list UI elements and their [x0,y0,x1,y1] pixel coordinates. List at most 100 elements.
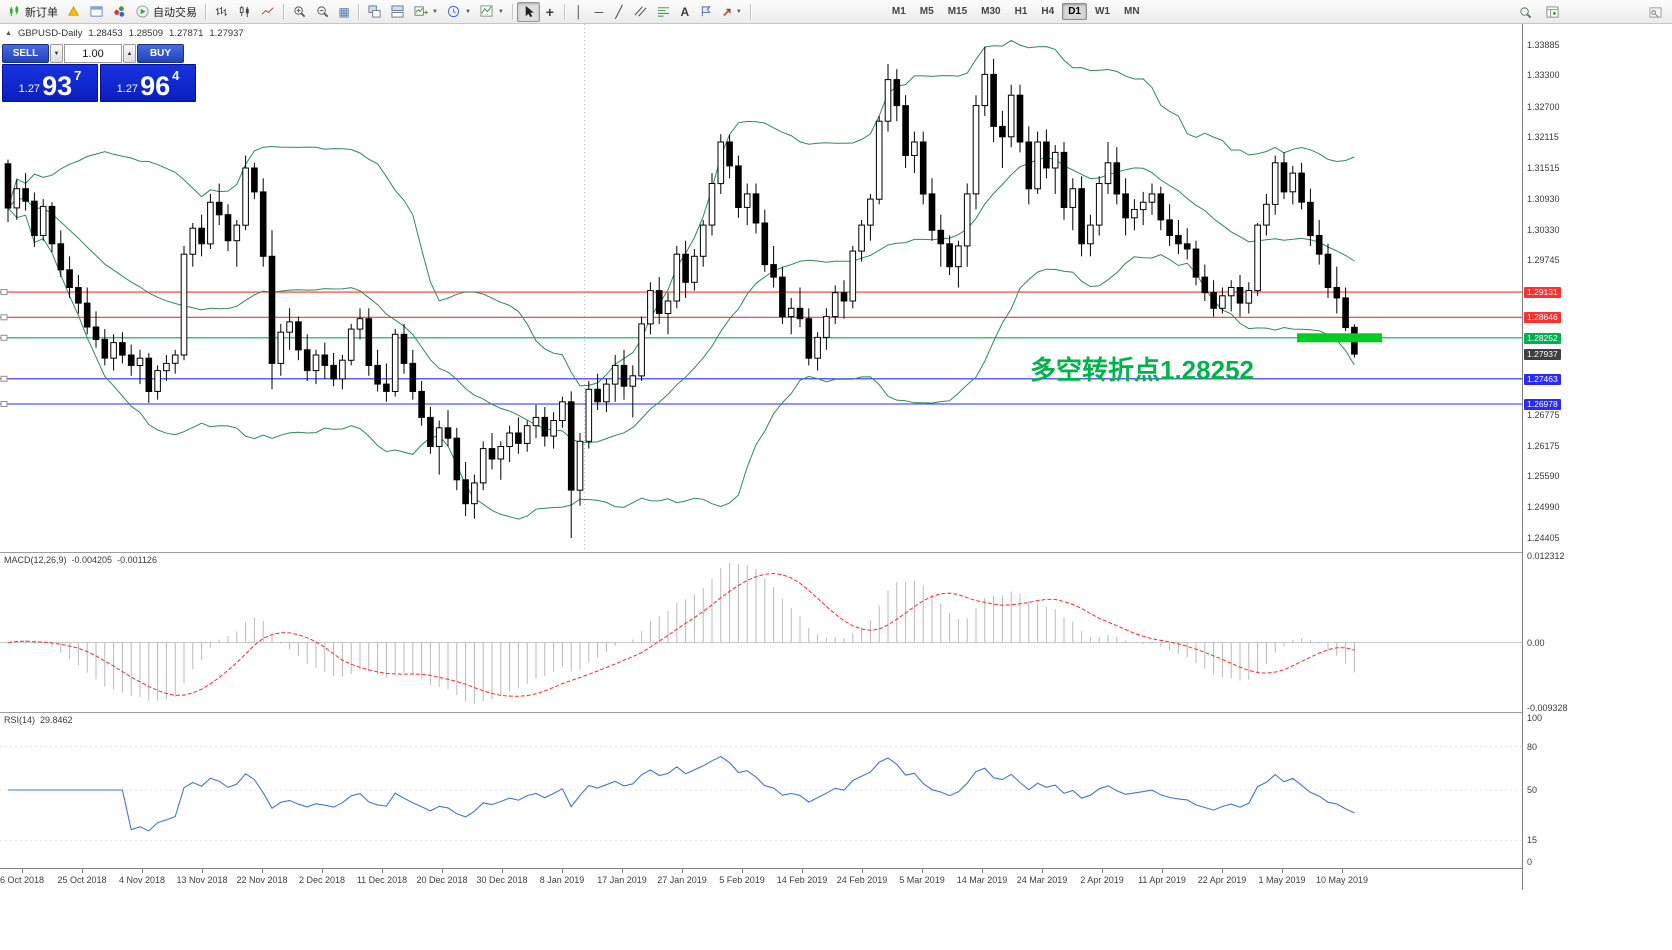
channel-button[interactable] [629,2,652,22]
date-tick [922,869,923,873]
chart-title: GBPUSD-Daily [17,28,83,39]
grid-button[interactable]: ▦ [334,2,354,22]
line-price-label[interactable]: 1.26978 [1524,398,1561,410]
line-anchor[interactable] [0,401,8,407]
new-order-button[interactable]: 新订单 [3,2,62,22]
date-tick [1162,869,1163,873]
trendline-button[interactable]: ╱ [609,2,629,22]
one-click-trading-toggle-icon[interactable]: ▲ [5,30,12,37]
data-window-button[interactable] [1541,2,1564,22]
chart-window-button[interactable] [85,2,108,22]
quotes-button[interactable] [62,2,85,22]
line-anchor[interactable] [0,375,8,382]
vertical-line-button[interactable]: │ [569,2,589,22]
text-tool-button[interactable]: A [675,2,695,22]
volume-up-button[interactable]: ▲ [123,44,136,63]
rsi-header: RSI(14) 29.8462 [4,715,73,725]
macd-value-2: -0.001126 [117,555,157,565]
line-price-label[interactable]: 1.29131 [1524,287,1561,299]
new-chart-button[interactable]: ▼ [409,2,442,22]
dropdown-caret-icon[interactable]: ▼ [432,8,438,15]
text-tool-icon: A [680,4,690,19]
price-label: 1.32700 [1527,101,1560,112]
zoom-out-button[interactable] [311,2,334,22]
crosshair-button[interactable]: + [540,2,560,22]
timeframe-w1[interactable]: W1 [1094,6,1110,17]
annotation-text[interactable]: 多空转折点1.28252 [1030,355,1254,385]
date-tick [682,869,683,873]
date-label: 5 Feb 2019 [719,875,765,885]
pane-separator[interactable] [0,712,1672,713]
fibonacci-icon [656,4,671,19]
line-chart-icon [260,4,275,19]
price-label: 1.29745 [1527,255,1560,266]
pane-separator[interactable] [0,552,1672,553]
community-button[interactable] [108,2,131,22]
timeframe-mn[interactable]: MN [1123,6,1140,17]
candlestick-chart-button[interactable] [233,2,256,22]
date-label: 5 Mar 2019 [899,875,945,885]
line-chart-button[interactable] [256,2,279,22]
volume-input[interactable] [64,44,122,63]
date-tick [22,869,23,873]
price-scale[interactable]: 1.33885 1.33300 1.32700 1.32115 1.31515 1.309… [1522,24,1672,890]
arrow-tool-icon: ↗ [721,4,732,19]
price-label: 1.24405 [1527,532,1560,543]
dropdown-caret-icon[interactable]: ▼ [735,8,742,15]
highlight-bar[interactable] [1297,333,1382,343]
tile-windows-button[interactable] [363,2,386,22]
sell-button[interactable]: SELL [2,44,49,63]
toolbar-separator [749,3,751,20]
buy-price-display[interactable]: 1.27 96 4 [100,64,196,102]
date-tick [382,869,383,873]
dropdown-caret-icon[interactable]: ▼ [464,8,471,15]
toolbar-separator [283,3,284,20]
timeframe-group: M1 M5 M15 M30 H1 H4 D1 W1 MN [885,3,1147,20]
date-tick [622,869,623,873]
timeframe-m15[interactable]: M15 [947,6,968,17]
timeframe-h1[interactable]: H1 [1014,6,1028,17]
text-label-button[interactable] [695,2,718,22]
timeframe-m1[interactable]: M1 [891,6,906,17]
date-tick [862,869,863,873]
line-anchor[interactable] [0,314,8,321]
date-axis[interactable]: 6 Oct 2018 25 Oct 2018 4 Nov 2018 13 Nov 20… [0,869,1672,890]
dropdown-caret-icon[interactable]: ▼ [497,8,504,15]
timeframe-m5[interactable]: M5 [919,6,934,17]
arrows-button[interactable]: ↗ ▼ [718,2,746,22]
price-label: 1.25590 [1527,471,1560,482]
timeframe-d1[interactable]: D1 [1062,3,1087,20]
fibonacci-button[interactable] [652,2,675,22]
main-chart-svg[interactable] [0,24,1522,552]
cursor-button[interactable] [516,1,540,22]
volume-down-button[interactable]: ▼ [50,44,63,63]
indicators-button[interactable]: ▼ [475,2,508,22]
macd-svg[interactable] [0,552,1522,712]
help-panel-button[interactable] [1644,2,1667,22]
sell-price-big-digits: 93 [42,71,73,102]
line-price-label[interactable]: 1.28646 [1524,312,1561,324]
buy-button[interactable]: BUY [137,44,184,63]
rsi-svg[interactable] [0,712,1522,868]
line-anchor[interactable] [0,289,8,296]
channel-icon [633,4,648,19]
autotrading-button[interactable]: 自动交易 [131,2,201,22]
periods-button[interactable]: ▼ [442,2,475,22]
bar-chart-button[interactable] [210,2,233,22]
sell-price-display[interactable]: 1.27 93 7 [2,64,98,102]
date-label: 11 Apr 2019 [1138,875,1186,885]
macd-scale-label: -0.009328 [1527,702,1568,713]
zoom-in-button[interactable] [288,2,311,22]
line-price-label[interactable]: 1.27463 [1524,373,1561,385]
line-anchor[interactable] [0,334,8,341]
search-button[interactable] [1514,2,1537,22]
timeframe-h4[interactable]: H4 [1041,6,1055,17]
timeframe-m30[interactable]: M30 [981,6,1001,17]
autotrading-icon [135,4,150,19]
toolbar-separator [511,3,513,20]
caret-up-icon: ▲ [126,50,133,57]
date-label: 8 Jan 2019 [539,875,585,885]
line-price-label[interactable]: 1.28252 [1524,332,1561,344]
cascade-windows-button[interactable] [386,2,409,22]
horizontal-line-button[interactable]: ─ [589,2,609,22]
